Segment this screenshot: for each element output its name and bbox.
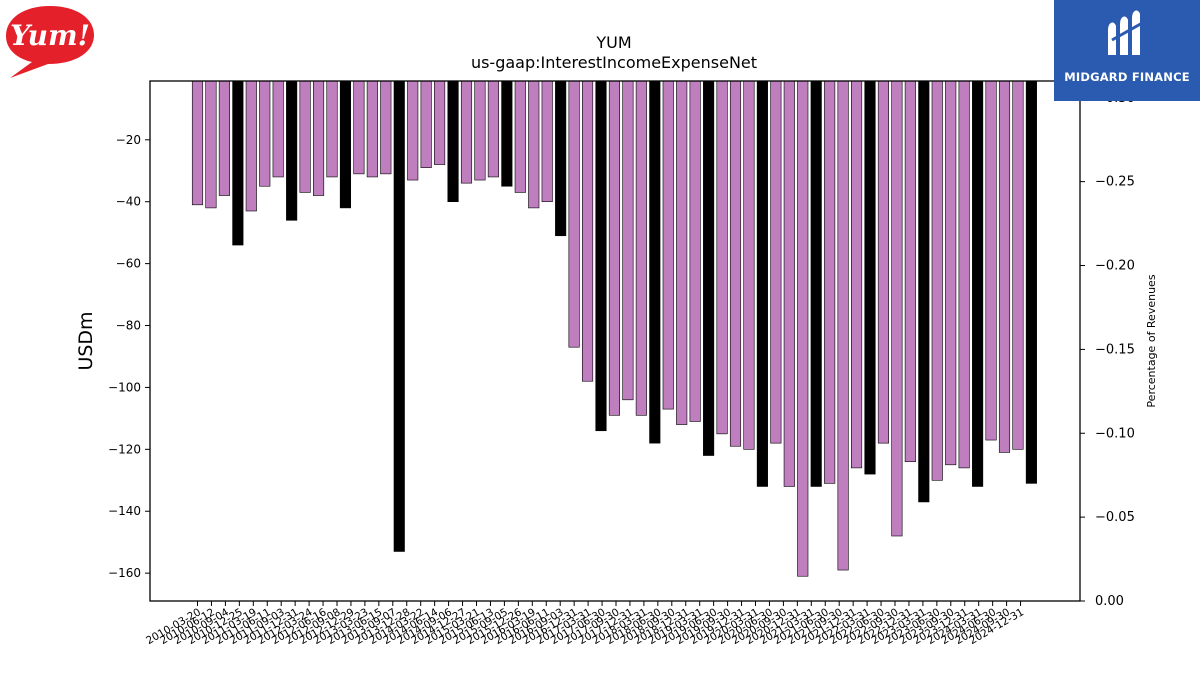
bar	[877, 80, 890, 444]
bar	[931, 80, 943, 481]
bar	[447, 80, 459, 203]
bar	[353, 80, 365, 175]
midgard-emblem-icon	[1108, 10, 1145, 55]
bar	[676, 80, 688, 425]
bar	[460, 80, 473, 184]
bar	[608, 80, 621, 416]
yum-logo: Yum!	[6, 6, 94, 78]
bar	[716, 80, 728, 435]
bar-series	[191, 80, 1037, 577]
right-y-tick-label: −0.10	[1095, 426, 1135, 441]
bar	[945, 80, 957, 466]
bar	[904, 80, 916, 463]
bar	[595, 80, 607, 432]
bar	[998, 80, 1011, 453]
bar	[555, 80, 567, 237]
right-y-axis: −0.30−0.25−0.20−0.15−0.10−0.050.00	[1080, 91, 1135, 609]
bar	[528, 80, 540, 209]
bar	[864, 80, 876, 475]
bar	[245, 80, 257, 212]
bar	[891, 80, 903, 537]
bar	[958, 80, 970, 469]
bar	[380, 80, 392, 175]
left-y-tick-label: −100	[108, 380, 141, 394]
bar	[286, 80, 298, 221]
left-y-tick-label: −140	[108, 504, 141, 518]
x-axis: 2010-03-202010-06-122010-09-042010-12-25…	[144, 601, 1026, 647]
bar	[649, 80, 661, 444]
bar	[393, 80, 405, 552]
bar	[797, 80, 809, 577]
bar	[918, 80, 930, 503]
bar	[756, 80, 768, 487]
left-y-tick-label: −120	[108, 442, 141, 456]
bar	[407, 80, 419, 181]
bar	[339, 80, 352, 209]
bar	[850, 80, 863, 469]
bar	[487, 80, 499, 178]
yum-logo-text: Yum!	[10, 19, 90, 52]
bar	[299, 80, 311, 193]
left-y-axis: −20 −40 −60 −80 −100 −120 −140 −160	[108, 133, 150, 580]
right-y-tick-label: −0.15	[1095, 342, 1135, 357]
bar	[420, 80, 432, 168]
y-axis-label: USDm	[75, 311, 97, 370]
left-y-tick-label: −20	[116, 133, 141, 147]
left-y-tick-label: −80	[116, 319, 141, 333]
chart-subtitle: us-gaap:InterestIncomeExpenseNet	[471, 53, 757, 72]
bar	[662, 80, 674, 410]
bar	[810, 80, 822, 487]
bar	[312, 80, 325, 196]
bar	[1025, 80, 1037, 484]
bar	[568, 80, 580, 348]
midgard-finance-name: MIDGARD FINANCE	[1064, 70, 1190, 84]
bar	[191, 80, 204, 206]
y-axis-right-label: Percentage of Revenues	[1145, 274, 1158, 407]
plot-frame	[149, 80, 1081, 602]
bar	[501, 80, 513, 187]
left-y-tick-label: −40	[116, 195, 141, 209]
right-y-tick-label: −0.05	[1095, 510, 1135, 525]
left-y-tick-label: −60	[116, 257, 141, 271]
bar	[474, 80, 486, 181]
bar	[635, 80, 647, 416]
bar	[218, 80, 230, 196]
bar	[972, 80, 984, 487]
bar	[743, 80, 755, 450]
right-y-tick-label: 0.00	[1095, 594, 1124, 609]
left-y-tick-label: −160	[108, 566, 141, 580]
right-y-tick-label: −0.25	[1095, 175, 1135, 190]
bar	[689, 80, 701, 422]
bar	[434, 80, 446, 165]
bar	[837, 80, 849, 571]
midgard-finance-logo: MIDGARD FINANCE	[1054, 0, 1200, 101]
bar	[824, 80, 836, 484]
bar	[259, 80, 271, 187]
bar	[232, 80, 244, 246]
bar	[541, 80, 553, 203]
bar	[783, 80, 795, 487]
bar	[326, 80, 338, 178]
bar	[770, 80, 782, 444]
bar	[272, 80, 284, 178]
bar	[622, 80, 634, 401]
bar	[514, 80, 526, 193]
chart-title: YUM	[595, 33, 631, 52]
bar	[581, 80, 594, 382]
bar	[985, 80, 997, 441]
right-y-tick-label: −0.20	[1095, 259, 1135, 274]
bar	[703, 80, 715, 456]
bar	[366, 80, 378, 178]
bar	[729, 80, 742, 447]
bar	[1012, 80, 1024, 450]
bar	[205, 80, 217, 209]
